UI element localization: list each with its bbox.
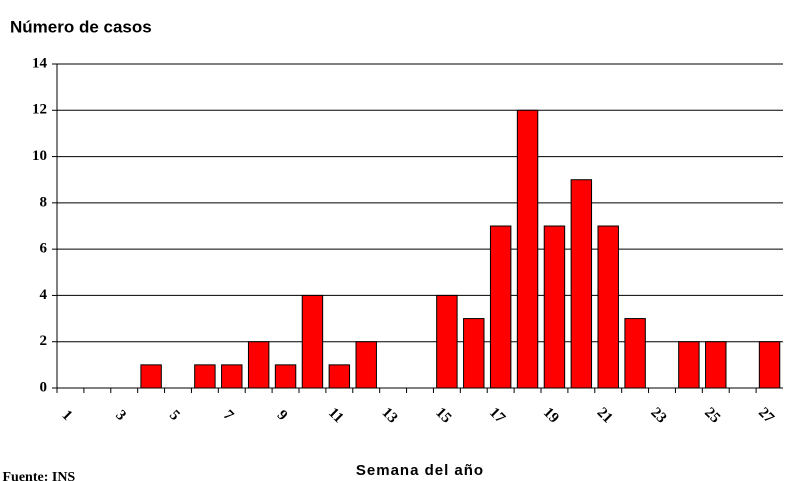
x-tick-label: 13 xyxy=(379,405,401,427)
x-axis-label: Semana del año xyxy=(356,462,484,479)
bar xyxy=(194,364,216,389)
x-tick-label: 7 xyxy=(220,407,237,424)
y-tick-label: 0 xyxy=(40,379,48,395)
bar xyxy=(436,294,458,389)
bar xyxy=(274,364,297,389)
x-tick-label: 17 xyxy=(486,405,508,427)
bar xyxy=(221,364,243,389)
y-tick-label: 14 xyxy=(32,55,48,71)
x-tick-label: 23 xyxy=(647,405,669,427)
bar xyxy=(543,225,566,389)
y-tick-label: 8 xyxy=(40,194,48,210)
x-tick-label: 27 xyxy=(755,405,777,427)
x-tick-label: 9 xyxy=(274,407,291,424)
x-tick-label: 5 xyxy=(166,407,183,424)
bar xyxy=(624,318,646,389)
bar xyxy=(489,225,512,389)
x-tick-label: 21 xyxy=(594,405,616,427)
y-tick-label: 10 xyxy=(32,148,47,164)
x-tick-label: 1 xyxy=(59,407,76,424)
bar xyxy=(678,341,700,389)
y-tick-label: 4 xyxy=(40,287,48,303)
bar xyxy=(705,341,727,389)
bar xyxy=(247,341,270,389)
bar xyxy=(516,109,539,389)
y-tick-label: 6 xyxy=(40,241,48,257)
bar xyxy=(463,318,485,389)
bar xyxy=(355,341,377,389)
chart-title: Número de casos xyxy=(10,17,152,36)
bar xyxy=(597,225,619,389)
bar xyxy=(301,294,324,389)
x-tick-label: 25 xyxy=(701,405,723,427)
bar xyxy=(140,364,162,389)
bar xyxy=(328,364,351,389)
bar xyxy=(570,179,593,389)
bar xyxy=(758,341,781,389)
y-tick-label: 12 xyxy=(32,102,47,118)
x-tick-label: 19 xyxy=(540,405,562,427)
y-tick-label: 2 xyxy=(40,333,48,349)
note: * Fuente: INS xyxy=(0,470,75,481)
x-tick-label: 11 xyxy=(325,405,346,426)
x-tick-label: 15 xyxy=(432,405,454,427)
x-tick-label: 3 xyxy=(112,407,129,424)
